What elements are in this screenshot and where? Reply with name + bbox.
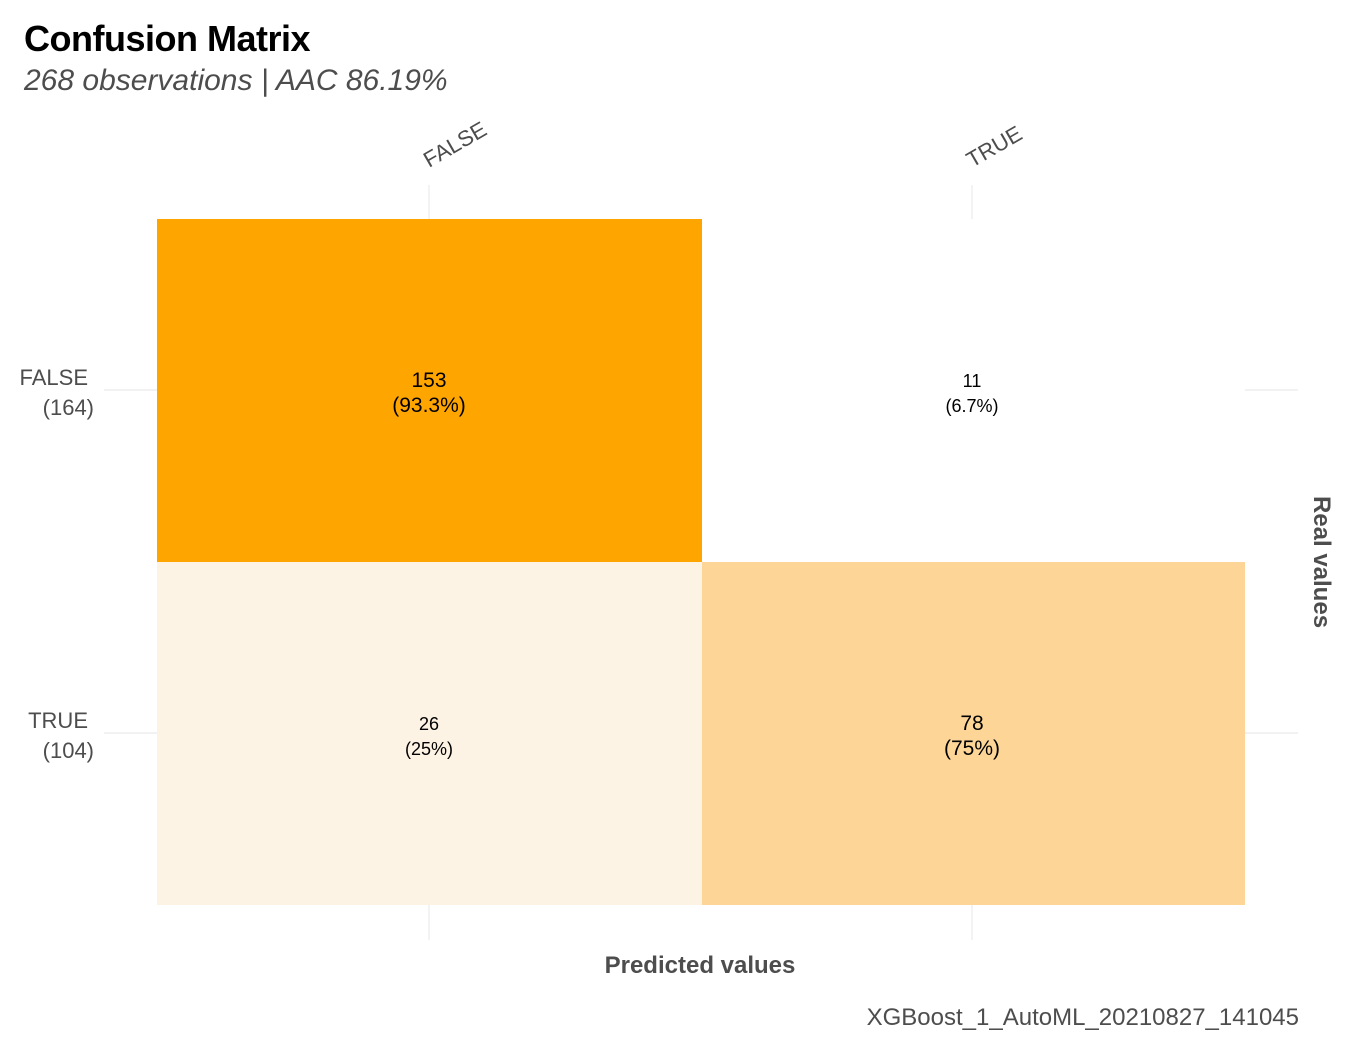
x-tick-label: TRUE [962,121,1026,173]
cell-percent-label: (6.7%) [945,396,998,416]
chart-title: Confusion Matrix [24,18,311,59]
x-axis-title: Predicted values [605,952,796,979]
y-tick-count-label: (164) [43,395,94,420]
cell-percent-label: (25%) [405,739,453,759]
cell-false-false [157,219,702,562]
x-tick-label: FALSE [419,116,491,172]
cell-percent-label: (93.3%) [392,394,466,417]
cell-count-label: 153 [411,369,446,392]
chart-subtitle: 268 observations | AAC 86.19% [24,64,448,97]
model-caption: XGBoost_1_AutoML_20210827_141045 [866,1004,1299,1031]
y-tick-count-label: (104) [43,738,94,763]
y-axis-title: Real values [1308,496,1335,628]
cell-true-false [157,562,702,905]
y-tick-label: TRUE [28,708,88,733]
cell-count-label: 11 [963,371,982,391]
cell-percent-label: (75%) [944,737,1000,760]
cell-count-label: 26 [419,714,439,734]
y-tick-label: FALSE [20,365,88,390]
cell-count-label: 78 [960,712,983,735]
cell-true-true [702,562,1245,905]
cell-false-true [702,219,1245,562]
